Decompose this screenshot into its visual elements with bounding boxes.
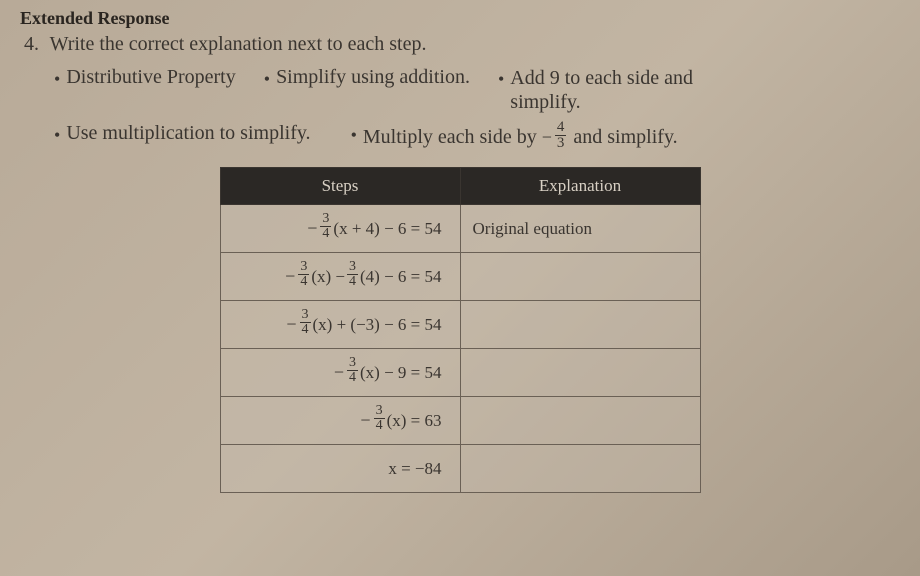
option-simplify-addition: • Simplify using addition. xyxy=(264,66,470,92)
step-cell: −34(x + 4) − 6 = 54 xyxy=(220,205,460,253)
bullet-icon: • xyxy=(351,122,357,148)
question-number: 4. xyxy=(24,33,39,55)
step-cell: −34(x) − 34(4) − 6 = 54 xyxy=(220,253,460,301)
table-row: −34(x) = 63 xyxy=(220,397,700,445)
table-row: −34(x + 4) − 6 = 54 Original equation xyxy=(220,205,700,253)
explanation-cell xyxy=(460,301,700,349)
question-text: 4. Write the correct explanation next to… xyxy=(24,33,890,56)
explanation-cell xyxy=(460,445,700,493)
option-label: Multiply each side by −43 and simplify. xyxy=(363,122,678,153)
bullet-icon: • xyxy=(498,66,504,92)
table-body: −34(x + 4) − 6 = 54 Original equation −3… xyxy=(220,205,700,493)
option-multiply-each-side: • Multiply each side by −43 and simplify… xyxy=(351,122,678,153)
solution-table-container: Steps Explanation −34(x + 4) − 6 = 54 Or… xyxy=(30,167,890,493)
option-label-line1: Add 9 to each side and xyxy=(510,66,693,90)
option-label-line2: simplify. xyxy=(510,90,693,114)
explanation-cell xyxy=(460,253,700,301)
table-row: −34(x) − 34(4) − 6 = 54 xyxy=(220,253,700,301)
step-cell: −34(x) − 9 = 54 xyxy=(220,349,460,397)
explanation-cell xyxy=(460,349,700,397)
solution-table: Steps Explanation −34(x + 4) − 6 = 54 Or… xyxy=(220,167,701,493)
bullet-icon: • xyxy=(264,66,270,92)
option-label: Simplify using addition. xyxy=(276,66,470,89)
table-header-steps: Steps xyxy=(220,168,460,205)
option-add-9: • Add 9 to each side and simplify. xyxy=(498,66,693,114)
option-distributive: • Distributive Property xyxy=(54,66,236,92)
option-label: Use multiplication to simplify. xyxy=(66,122,310,145)
section-header: Extended Response xyxy=(20,8,890,29)
step-cell: x = −84 xyxy=(220,445,460,493)
explanation-cell xyxy=(460,397,700,445)
option-label: Distributive Property xyxy=(66,66,235,89)
table-row: x = −84 xyxy=(220,445,700,493)
bullet-icon: • xyxy=(54,66,60,92)
table-header-explanation: Explanation xyxy=(460,168,700,205)
question-body: Write the correct explanation next to ea… xyxy=(50,33,427,55)
step-cell: −34(x) + (−3) − 6 = 54 xyxy=(220,301,460,349)
options-row-2: • Use multiplication to simplify. • Mult… xyxy=(54,122,890,153)
options-row-1: • Distributive Property • Simplify using… xyxy=(54,66,890,114)
table-row: −34(x) − 9 = 54 xyxy=(220,349,700,397)
option-use-multiplication: • Use multiplication to simplify. xyxy=(54,122,311,153)
step-cell: −34(x) = 63 xyxy=(220,397,460,445)
table-row: −34(x) + (−3) − 6 = 54 xyxy=(220,301,700,349)
explanation-cell: Original equation xyxy=(460,205,700,253)
bullet-icon: • xyxy=(54,122,60,148)
